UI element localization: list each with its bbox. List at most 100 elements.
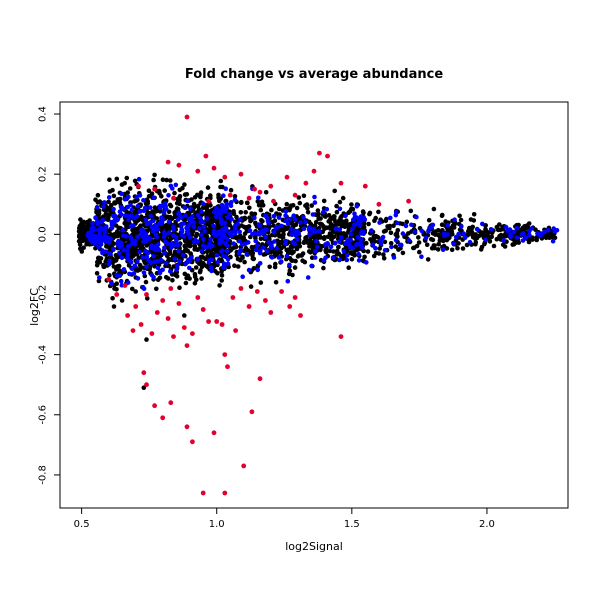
blue-point [358,230,364,236]
background-point [277,206,282,212]
blue-point [320,210,326,215]
blue-point [174,267,179,273]
background-point [259,203,264,208]
blue-point [106,195,112,200]
background-point [233,244,239,250]
red-point [152,186,158,192]
red-point [211,430,217,436]
blue-point [201,236,206,242]
blue-point [188,220,193,225]
blue-point [119,191,124,197]
plot-frame [59,101,569,509]
blue-point [328,244,334,250]
background-point [204,211,209,217]
blue-point [98,227,104,233]
background-point [119,298,125,303]
background-point [180,185,185,191]
background-point [111,264,117,269]
blue-point [143,217,149,223]
blue-point [274,246,280,251]
blue-point [224,202,229,207]
blue-point [245,240,251,245]
blue-point [285,278,291,284]
background-point [131,251,136,257]
blue-point [287,216,293,222]
background-point [192,281,198,286]
background-point [317,232,322,237]
blue-point [237,229,242,235]
blue-point [143,248,148,254]
blue-point [219,228,224,233]
blue-point [389,244,394,250]
background-point [404,219,410,225]
background-point [247,205,252,211]
blue-point [189,214,195,219]
blue-point [195,256,201,262]
background-point [346,265,352,271]
background-point [376,209,381,215]
background-point [324,225,330,230]
background-point [111,304,117,309]
blue-point [382,248,388,253]
blue-point [220,206,226,212]
background-point [137,262,143,268]
background-point [489,234,495,240]
blue-point [519,232,525,237]
blue-point [186,257,191,263]
blue-point [373,245,378,251]
blue-point [199,209,204,215]
blue-point [301,214,306,220]
background-point [239,223,244,228]
background-point [436,241,442,247]
blue-point [151,195,157,201]
blue-point [206,260,212,265]
blue-point [264,215,270,220]
blue-point [125,252,131,257]
background-point [94,271,100,276]
blue-point [174,238,179,243]
blue-point [106,262,112,267]
background-point [80,229,85,235]
background-point [526,221,532,226]
background-point [234,214,239,220]
background-point [449,247,455,253]
blue-point [283,209,289,214]
blue-point [182,213,188,218]
blue-point [125,204,131,210]
background-point [249,249,254,254]
blue-point [123,213,128,218]
red-point [257,189,263,195]
blue-point [323,242,328,247]
blue-point [179,227,184,232]
red-point [138,322,144,327]
background-point [145,296,150,301]
blue-point [271,213,277,219]
red-point [125,313,130,318]
background-point [172,272,178,278]
blue-point [163,239,168,244]
blue-point [151,253,156,259]
red-point [227,192,233,198]
red-point [252,186,257,192]
blue-point [162,250,167,256]
background-point [280,235,285,240]
blue-point [142,205,148,211]
background-point [112,286,117,291]
red-point [222,352,228,357]
background-point [247,215,252,220]
blue-point [155,242,161,247]
blue-point [426,229,431,234]
blue-point [212,209,217,215]
red-point [200,307,206,312]
blue-point [146,258,151,264]
background-point [388,230,394,236]
blue-point [474,227,480,232]
background-point [162,188,167,193]
background-point [200,260,206,266]
background-point [205,185,211,190]
y-axis: -0.8 -0.6 -0.4 -0.2 0.0 0.2 0.4 [38,106,60,485]
background-point [296,253,302,258]
blue-point [520,238,526,243]
blue-point [225,261,231,267]
blue-point [169,241,175,247]
